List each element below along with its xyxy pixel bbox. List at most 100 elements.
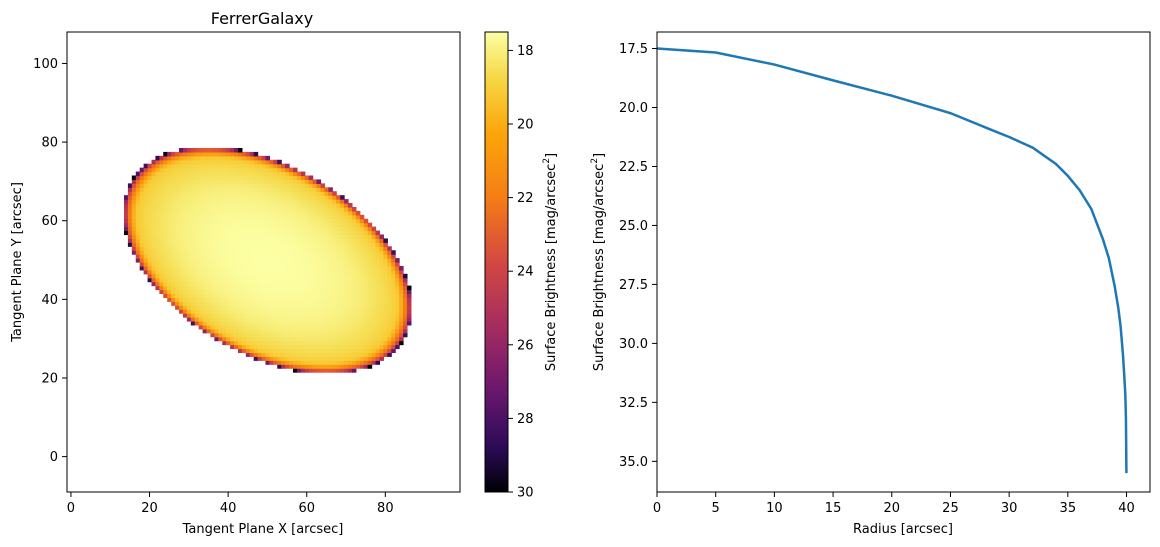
- image-pixel: [179, 246, 184, 251]
- image-pixel: [241, 297, 247, 302]
- image-pixel: [324, 317, 329, 322]
- image-pixel: [363, 313, 369, 318]
- image-pixel: [285, 317, 290, 322]
- image-pixel: [359, 226, 365, 232]
- image-pixel: [175, 265, 180, 271]
- image-pixel: [261, 273, 267, 279]
- image-pixel: [265, 309, 270, 314]
- image-pixel: [269, 340, 274, 346]
- image-pixel: [261, 238, 267, 243]
- image-pixel: [285, 230, 290, 236]
- image-pixel: [300, 265, 306, 271]
- image-pixel: [202, 289, 208, 295]
- image-pixel: [344, 230, 349, 236]
- image-pixel: [304, 179, 310, 184]
- image-pixel: [206, 147, 212, 153]
- image-pixel: [159, 273, 164, 279]
- image-pixel: [230, 332, 235, 338]
- image-pixel: [202, 324, 208, 330]
- image-pixel: [383, 352, 388, 357]
- image-pixel: [292, 277, 298, 283]
- image-pixel: [241, 218, 247, 224]
- image-pixel: [359, 293, 365, 298]
- image-pixel: [351, 281, 357, 287]
- image-pixel: [348, 246, 353, 251]
- image-pixel: [332, 352, 337, 357]
- image-pixel: [344, 317, 349, 322]
- image-pixel: [163, 187, 168, 192]
- image-pixel: [355, 234, 361, 240]
- image-pixel: [249, 250, 255, 255]
- image-pixel: [182, 269, 188, 275]
- image-pixel: [277, 313, 282, 318]
- image-pixel: [371, 297, 377, 302]
- image-pixel: [253, 289, 259, 295]
- image-pixel: [332, 277, 337, 283]
- image-pixel: [155, 206, 160, 212]
- image-pixel: [308, 305, 314, 310]
- image-pixel: [277, 262, 282, 267]
- image-pixel: [348, 269, 353, 275]
- image-pixel: [261, 348, 267, 354]
- image-pixel: [289, 199, 294, 204]
- image-pixel: [222, 262, 227, 267]
- image-pixel: [355, 352, 361, 357]
- image-pixel: [320, 293, 326, 298]
- image-pixel: [269, 210, 274, 216]
- image-pixel: [159, 277, 164, 283]
- image-pixel: [159, 234, 164, 240]
- image-pixel: [367, 313, 373, 318]
- image-pixel: [210, 191, 215, 196]
- image-pixel: [179, 269, 184, 275]
- image-pixel: [234, 167, 239, 173]
- image-pixel: [269, 222, 274, 228]
- image-pixel: [324, 352, 329, 357]
- image-pixel: [304, 348, 310, 354]
- image-pixel: [186, 222, 192, 228]
- image-pixel: [403, 317, 408, 322]
- image-pixel: [285, 313, 290, 318]
- profile-line: [656, 47, 1128, 474]
- image-pixel: [218, 336, 223, 342]
- image-pixel: [285, 254, 290, 259]
- image-pixel: [147, 273, 153, 279]
- image-pixel: [179, 218, 184, 224]
- image-pixel: [289, 167, 294, 173]
- image-pixel: [206, 273, 212, 279]
- image-pixel: [261, 187, 267, 192]
- image-pixel: [190, 179, 196, 184]
- image-pixel: [312, 230, 318, 236]
- image-pixel: [163, 234, 168, 240]
- image-pixel: [245, 336, 251, 342]
- image-pixel: [359, 320, 365, 326]
- image-pixel: [324, 305, 329, 310]
- image-pixel: [340, 254, 345, 259]
- image-pixel: [316, 179, 322, 184]
- image-pixel: [375, 242, 381, 247]
- image-pixel: [292, 301, 298, 306]
- image-pixel: [332, 281, 337, 287]
- colorbar-tick-label: 30: [517, 486, 534, 501]
- image-pixel: [147, 191, 153, 196]
- image-pixel: [253, 313, 259, 318]
- image-pixel: [320, 348, 326, 354]
- image-pixel: [234, 332, 239, 338]
- image-pixel: [230, 159, 235, 165]
- image-pixel: [237, 265, 243, 271]
- image-pixel: [320, 250, 326, 255]
- image-pixel: [348, 348, 353, 354]
- image-pixel: [163, 285, 168, 291]
- image-pixel: [245, 238, 251, 243]
- image-pixel: [253, 238, 259, 243]
- image-pixel: [379, 313, 384, 318]
- image-pixel: [308, 332, 314, 338]
- image-pixel: [222, 222, 227, 228]
- image-pixel: [159, 250, 164, 255]
- image-pixel: [190, 226, 196, 232]
- image-pixel: [206, 309, 212, 314]
- image-pixel: [328, 206, 333, 212]
- image-pixel: [135, 183, 141, 188]
- image-pixel: [253, 356, 259, 361]
- image-pixel: [167, 258, 172, 263]
- image-pixel: [395, 277, 400, 283]
